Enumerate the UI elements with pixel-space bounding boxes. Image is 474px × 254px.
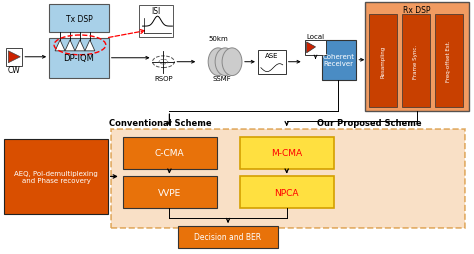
FancyBboxPatch shape bbox=[240, 177, 335, 208]
FancyBboxPatch shape bbox=[321, 41, 356, 80]
Text: Coherent
Receiver: Coherent Receiver bbox=[322, 54, 355, 67]
FancyBboxPatch shape bbox=[49, 39, 109, 78]
Text: M-CMA: M-CMA bbox=[271, 149, 302, 157]
Ellipse shape bbox=[222, 49, 242, 76]
Text: RSOP: RSOP bbox=[154, 75, 173, 81]
FancyBboxPatch shape bbox=[305, 41, 327, 56]
Text: SSMF: SSMF bbox=[213, 75, 231, 81]
Polygon shape bbox=[9, 52, 20, 64]
Text: AEQ, Pol-demultiplexing
and Phase recovery: AEQ, Pol-demultiplexing and Phase recove… bbox=[14, 170, 98, 183]
Polygon shape bbox=[85, 41, 95, 52]
Text: Tx DSP: Tx DSP bbox=[65, 15, 92, 24]
FancyBboxPatch shape bbox=[49, 5, 109, 33]
Ellipse shape bbox=[208, 49, 228, 76]
Text: NPCA: NPCA bbox=[274, 188, 299, 197]
Text: Frame Sync.: Frame Sync. bbox=[413, 44, 419, 78]
Polygon shape bbox=[55, 41, 65, 52]
Text: C-CMA: C-CMA bbox=[155, 149, 184, 157]
Polygon shape bbox=[75, 41, 85, 52]
Text: CW: CW bbox=[8, 66, 21, 75]
FancyBboxPatch shape bbox=[6, 49, 22, 66]
Polygon shape bbox=[65, 41, 75, 52]
FancyBboxPatch shape bbox=[138, 6, 173, 38]
Text: DP-IQM: DP-IQM bbox=[64, 54, 94, 63]
Text: Resampling: Resampling bbox=[381, 45, 386, 77]
Text: ASE: ASE bbox=[265, 53, 279, 59]
Ellipse shape bbox=[215, 49, 235, 76]
FancyBboxPatch shape bbox=[123, 177, 217, 208]
FancyBboxPatch shape bbox=[258, 51, 286, 74]
FancyBboxPatch shape bbox=[240, 137, 335, 169]
FancyBboxPatch shape bbox=[402, 15, 430, 108]
Text: Conventional Scheme: Conventional Scheme bbox=[109, 118, 212, 127]
FancyBboxPatch shape bbox=[4, 139, 108, 214]
Text: 50km: 50km bbox=[208, 36, 228, 42]
Text: Our Proposed Scheme: Our Proposed Scheme bbox=[317, 118, 421, 127]
FancyBboxPatch shape bbox=[365, 3, 469, 112]
Text: ISI: ISI bbox=[151, 7, 160, 16]
FancyBboxPatch shape bbox=[178, 226, 278, 248]
Text: Rx DSP: Rx DSP bbox=[403, 6, 431, 15]
Text: Freq-offset Est.: Freq-offset Est. bbox=[446, 41, 451, 82]
Text: Decision and BER: Decision and BER bbox=[194, 232, 262, 241]
Polygon shape bbox=[307, 43, 316, 54]
FancyBboxPatch shape bbox=[369, 15, 397, 108]
Text: Local: Local bbox=[307, 34, 325, 40]
FancyBboxPatch shape bbox=[123, 137, 217, 169]
FancyBboxPatch shape bbox=[111, 130, 465, 228]
Text: VVPE: VVPE bbox=[158, 188, 181, 197]
FancyBboxPatch shape bbox=[435, 15, 463, 108]
